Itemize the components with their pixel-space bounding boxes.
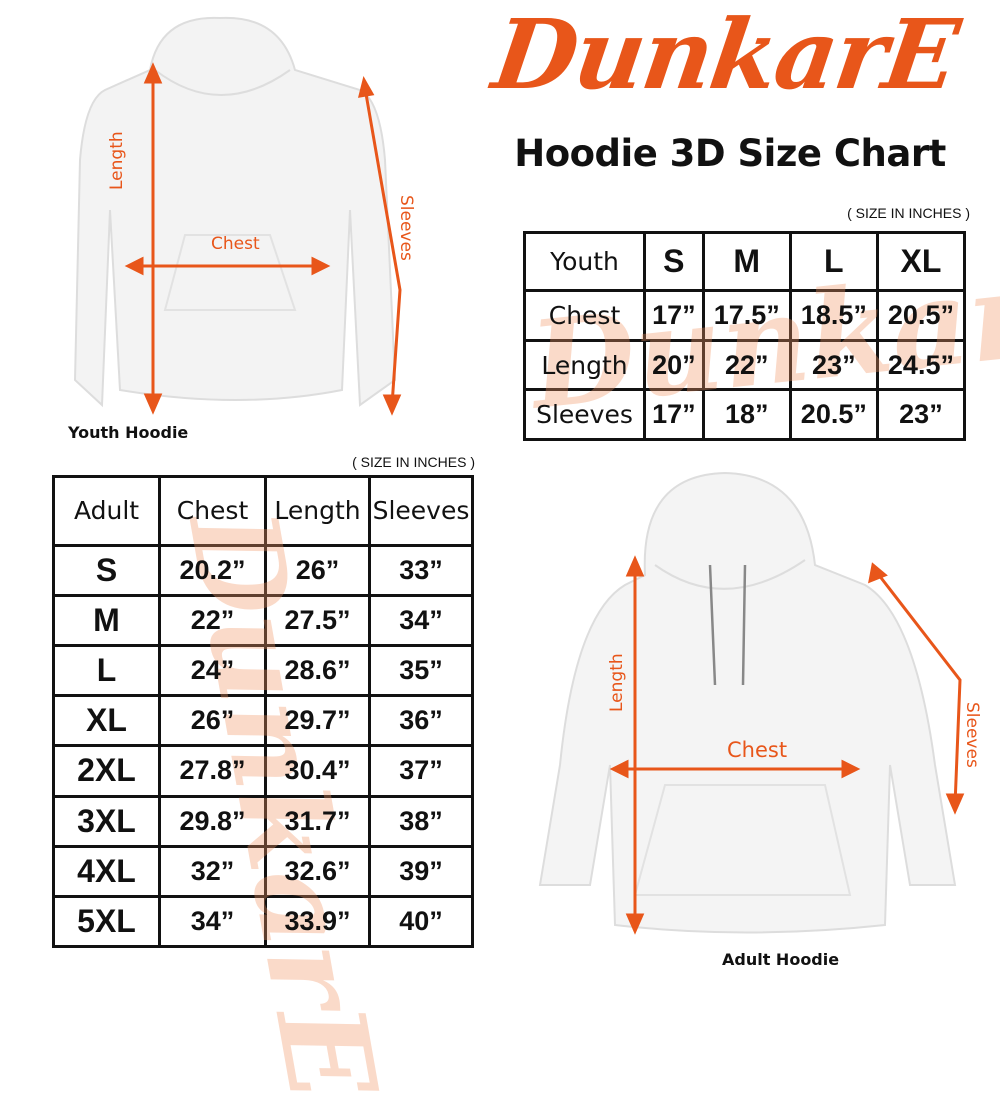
table-row: 2XL 27.8” 30.4” 37” [52, 744, 474, 798]
cell: 20” [643, 338, 705, 392]
youth-length-label: Length [107, 131, 127, 190]
adult-units-note: ( SIZE IN INCHES ) [352, 454, 475, 470]
cell: 35” [368, 644, 474, 698]
cell: 26” [158, 694, 267, 748]
cell: 24” [158, 644, 267, 698]
table-row: S 20.2” 26” 33” [52, 543, 474, 598]
cell: 30.4” [264, 744, 371, 798]
youth-chest-label: Chest [211, 234, 260, 254]
row-label: Sleeves [523, 388, 646, 441]
cell: 36” [368, 694, 474, 748]
adult-length-label: Length [607, 653, 627, 712]
table-row: Adult Chest Length Sleeves [52, 475, 474, 547]
youth-sleeves-label: Sleeves [396, 195, 416, 261]
table-row: M 22” 27.5” 34” [52, 594, 474, 648]
cell: 24.5” [875, 338, 967, 392]
cell: 33.9” [264, 894, 371, 949]
youth-size-table: Youth S M L XL Chest 17” 17.5” 18.5” 20.… [523, 230, 967, 441]
cell: 20.5” [788, 388, 879, 441]
row-label: Length [523, 338, 646, 392]
cell: 29.7” [264, 694, 371, 748]
cell: 34” [368, 594, 474, 648]
cell: 17.5” [701, 289, 792, 342]
cell: 40” [368, 894, 474, 949]
cell: 32.6” [264, 844, 371, 898]
header-cell: Chest [158, 475, 267, 547]
table-row: 5XL 34” 33.9” 40” [52, 894, 474, 949]
row-label: S [52, 543, 161, 598]
cell: 37” [368, 744, 474, 798]
cell: 20.2” [158, 543, 267, 598]
cell: 22” [701, 338, 792, 392]
cell: 32” [158, 844, 267, 898]
youth-hoodie-label: Youth Hoodie [68, 423, 189, 442]
cell: 31.7” [264, 794, 371, 848]
youth-units-note: ( SIZE IN INCHES ) [847, 205, 970, 221]
adult-size-table: Adult Chest Length Sleeves S 20.2” 26” 33” M… [52, 475, 474, 949]
cell: 39” [368, 844, 474, 898]
row-label: 4XL [52, 844, 161, 898]
header-cell: S [643, 230, 705, 293]
cell: 17” [643, 388, 705, 441]
cell: 18” [701, 388, 792, 441]
header-cell: Length [264, 475, 371, 547]
cell: 26” [264, 543, 371, 598]
cell: 33” [368, 543, 474, 598]
cell: 23” [788, 338, 879, 392]
youth-hoodie-image [73, 16, 402, 416]
row-label: Chest [523, 289, 646, 342]
row-label: L [52, 644, 161, 698]
brand-logo: DunkarE [486, 0, 964, 111]
cell: 20.5” [875, 289, 967, 342]
cell: 29.8” [158, 794, 267, 848]
header-cell: Youth [523, 230, 646, 293]
adult-chest-label: Chest [727, 738, 788, 762]
page-title: Hoodie 3D Size Chart [514, 132, 946, 175]
cell: 27.8” [158, 744, 267, 798]
header-cell: M [701, 230, 792, 293]
table-row: XL 26” 29.7” 36” [52, 694, 474, 748]
cell: 17” [643, 289, 705, 342]
header-cell: Adult [52, 475, 161, 547]
cell: 22” [158, 594, 267, 648]
table-row: Chest 17” 17.5” 18.5” 20.5” [523, 289, 967, 342]
header-cell: L [788, 230, 879, 293]
row-label: 2XL [52, 744, 161, 798]
row-label: 3XL [52, 794, 161, 848]
table-row: Youth S M L XL [523, 230, 967, 293]
cell: 18.5” [788, 289, 879, 342]
cell: 23” [875, 388, 967, 441]
row-label: M [52, 594, 161, 648]
cell: 28.6” [264, 644, 371, 698]
adult-hoodie-label: Adult Hoodie [722, 950, 840, 969]
cell: 38” [368, 794, 474, 848]
cell: 27.5” [264, 594, 371, 648]
header-cell: Sleeves [368, 475, 474, 547]
table-row: Sleeves 17” 18” 20.5” 23” [523, 388, 967, 441]
table-row: 4XL 32” 32.6” 39” [52, 844, 474, 898]
cell: 34” [158, 894, 267, 949]
adult-hoodie-image [538, 471, 965, 935]
row-label: 5XL [52, 894, 161, 949]
header-cell: XL [875, 230, 967, 293]
table-row: Length 20” 22” 23” 24.5” [523, 338, 967, 392]
row-label: XL [52, 694, 161, 748]
table-row: L 24” 28.6” 35” [52, 644, 474, 698]
table-row: 3XL 29.8” 31.7” 38” [52, 794, 474, 848]
adult-sleeves-label: Sleeves [962, 702, 982, 768]
